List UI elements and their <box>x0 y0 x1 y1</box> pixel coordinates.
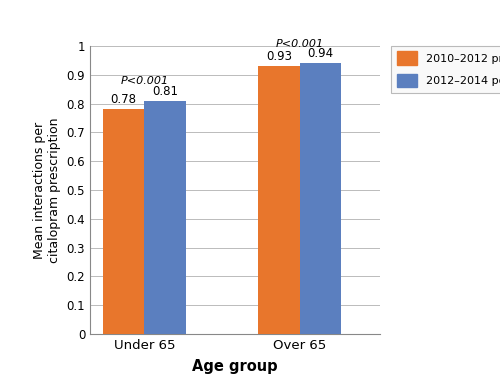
Text: 0.93: 0.93 <box>266 50 292 63</box>
Y-axis label: Mean interactions per
citalopram prescription: Mean interactions per citalopram prescri… <box>33 118 61 263</box>
Bar <box>258 66 300 334</box>
Bar <box>103 109 144 334</box>
Bar <box>300 63 341 334</box>
Text: 0.81: 0.81 <box>152 84 178 98</box>
Text: 0.94: 0.94 <box>308 47 334 60</box>
X-axis label: Age group: Age group <box>192 359 278 374</box>
Text: P<0.001: P<0.001 <box>276 39 324 49</box>
Bar <box>144 101 186 334</box>
Text: P<0.001: P<0.001 <box>120 76 168 86</box>
Text: 0.78: 0.78 <box>110 93 136 106</box>
Legend: 2010–2012 prewarning, 2012–2014 postwarning: 2010–2012 prewarning, 2012–2014 postwarn… <box>392 46 500 93</box>
